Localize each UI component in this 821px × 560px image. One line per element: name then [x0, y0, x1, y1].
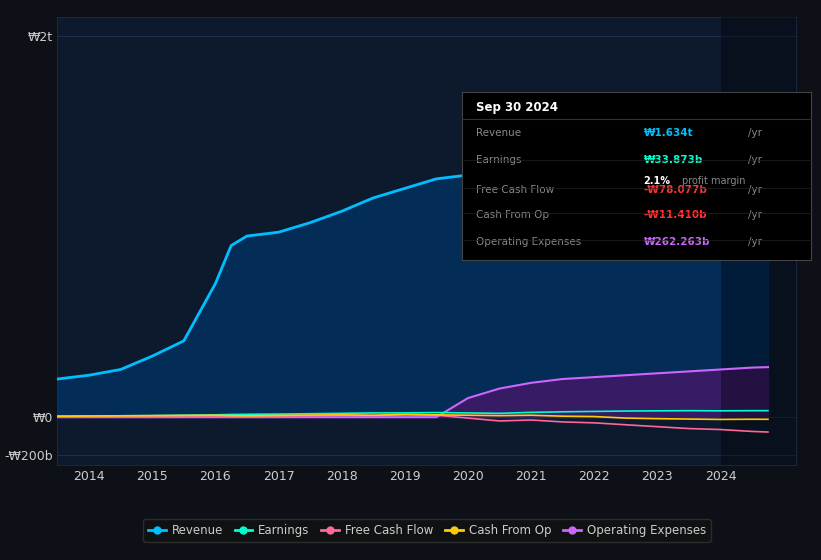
- Text: Operating Expenses: Operating Expenses: [476, 237, 581, 247]
- Text: /yr: /yr: [749, 237, 763, 247]
- Legend: Revenue, Earnings, Free Cash Flow, Cash From Op, Operating Expenses: Revenue, Earnings, Free Cash Flow, Cash …: [143, 519, 711, 542]
- Text: ₩33.873b: ₩33.873b: [644, 155, 703, 165]
- Text: -₩78.077b: -₩78.077b: [644, 185, 708, 195]
- Text: profit margin: profit margin: [682, 176, 745, 186]
- Text: Free Cash Flow: Free Cash Flow: [476, 185, 554, 195]
- Text: /yr: /yr: [749, 185, 763, 195]
- Text: Revenue: Revenue: [476, 128, 521, 138]
- Text: -₩11.410b: -₩11.410b: [644, 210, 707, 220]
- Text: ₩1.634t: ₩1.634t: [644, 128, 693, 138]
- Text: /yr: /yr: [749, 155, 763, 165]
- Text: ₩262.263b: ₩262.263b: [644, 237, 710, 247]
- Bar: [721, 17, 796, 465]
- Text: Sep 30 2024: Sep 30 2024: [476, 101, 558, 114]
- Text: Earnings: Earnings: [476, 155, 521, 165]
- Text: 2.1%: 2.1%: [644, 176, 671, 186]
- Text: Cash From Op: Cash From Op: [476, 210, 549, 220]
- Text: /yr: /yr: [749, 210, 763, 220]
- Text: /yr: /yr: [749, 128, 763, 138]
